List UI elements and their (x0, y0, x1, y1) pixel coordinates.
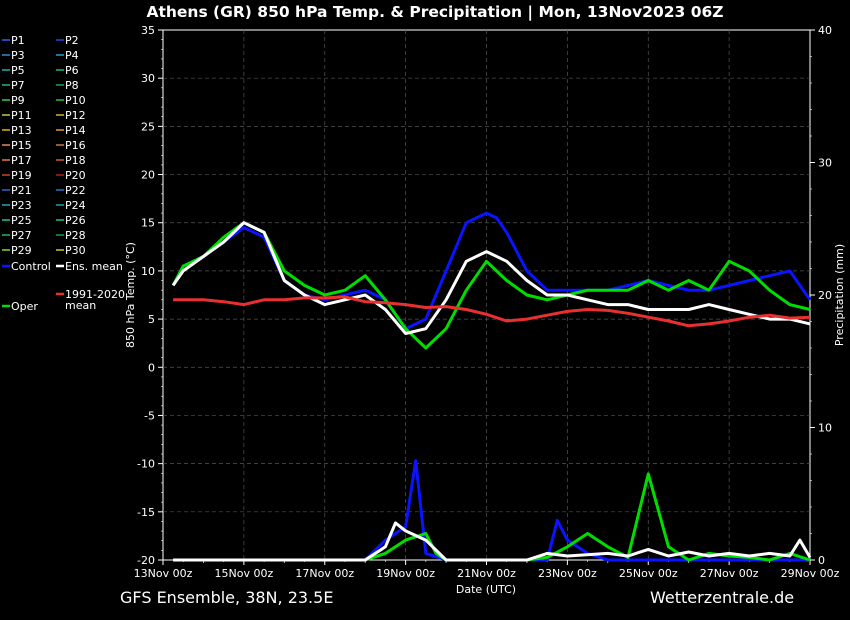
legend-label: 1991-2020 mean (65, 288, 125, 312)
y2-tick-label: 40 (818, 24, 832, 37)
y2-ticks: 40 30 20 10 0 (810, 24, 832, 567)
legend-label: P8 (65, 79, 79, 92)
legend-label: P10 (65, 94, 86, 107)
legend-label: P17 (11, 154, 32, 167)
x-tick-label: 25Nov 00z (619, 567, 678, 580)
x-tick-label: 27Nov 00z (700, 567, 759, 580)
legend-label: P21 (11, 184, 32, 197)
legend-label: P18 (65, 154, 86, 167)
legend-label: P29 (11, 244, 32, 257)
legend-label: P16 (65, 139, 86, 152)
legend-label: P19 (11, 169, 32, 182)
temp-line-1991-2020-mean (173, 295, 811, 328)
legend-label: P2 (65, 34, 79, 47)
x-tick-label: 19Nov 00z (376, 567, 435, 580)
legend-label: P3 (11, 49, 25, 62)
x-tick-label: 13Nov 00z (134, 567, 193, 580)
temp-line-ens-mean (171, 221, 811, 335)
y-tick-label: 30 (141, 72, 155, 85)
legend-label: P7 (11, 79, 25, 92)
grid (163, 30, 810, 560)
y2-tick-label: 30 (818, 157, 832, 170)
legend-label: P23 (11, 199, 32, 212)
y-tick-label: 0 (148, 361, 155, 374)
x-tick-label: 15Nov 00z (215, 567, 274, 580)
legend-label: P9 (11, 94, 25, 107)
y-ticks: 35 30 25 20 15 10 5 0 -5 -10 -15 -20 (137, 24, 163, 567)
legend-label: P1 (11, 34, 25, 47)
y-tick-label: 10 (141, 265, 155, 278)
y-tick-label: -15 (137, 506, 155, 519)
legend-label: P24 (65, 199, 86, 212)
y-tick-label: 25 (141, 120, 155, 133)
legend-label: P25 (11, 214, 32, 227)
legend-label: P20 (65, 169, 86, 182)
chart-title: Athens (GR) 850 hPa Temp. & Precipitatio… (146, 3, 723, 22)
legend-label: P11 (11, 109, 32, 122)
legend-label: P6 (65, 64, 79, 77)
legend-label: P27 (11, 229, 32, 242)
y-tick-label: 15 (141, 217, 155, 230)
legend-label: P15 (11, 139, 32, 152)
y-tick-label: -20 (137, 554, 155, 567)
legend: P1 P2 P3 P4 P5 P6 P7 P8 P9 P10 P11 P12 P13 P14 P15 P16 P… (2, 34, 125, 313)
legend-label: P26 (65, 214, 86, 227)
footer-site: Wetterzentrale.de (650, 588, 795, 607)
x-ticks: 13Nov 00z 15Nov 00z 17Nov 00z 19Nov 00z 21No… (134, 560, 840, 580)
legend-label: P28 (65, 229, 86, 242)
x-tick-label: 17Nov 00z (295, 567, 354, 580)
series-layer (171, 211, 812, 562)
y-tick-label: 35 (141, 24, 155, 37)
y-tick-label: -5 (144, 409, 155, 422)
y2-tick-label: 20 (818, 289, 832, 302)
y2-axis-label: Precipitation (mm) (833, 244, 846, 346)
x-tick-label: 29Nov 00z (781, 567, 840, 580)
y2-tick-label: 0 (818, 554, 825, 567)
y-tick-label: 5 (148, 313, 155, 326)
legend-label: P22 (65, 184, 86, 197)
legend-label: P14 (65, 124, 86, 137)
legend-label: P12 (65, 109, 86, 122)
legend-label: P5 (11, 64, 25, 77)
legend-label: Control (11, 260, 51, 273)
legend-label: P30 (65, 244, 86, 257)
x-tick-label: 23Nov 00z (538, 567, 597, 580)
legend-label: P13 (11, 124, 32, 137)
y2-tick-label: 10 (818, 422, 832, 435)
x-tick-label: 21Nov 00z (457, 567, 516, 580)
y-tick-label: 20 (141, 169, 155, 182)
legend-label: Oper (11, 300, 38, 313)
x-axis-label: Date (UTC) (456, 583, 516, 596)
precip-line-ens-mean (173, 521, 812, 562)
footer-source: GFS Ensemble, 38N, 23.5E (120, 588, 334, 607)
y-tick-label: -10 (137, 458, 155, 471)
y-axis-label: 850 hPa Temp. (°C) (124, 242, 137, 348)
legend-label: Ens. mean (65, 260, 123, 273)
legend-label: P4 (65, 49, 79, 62)
